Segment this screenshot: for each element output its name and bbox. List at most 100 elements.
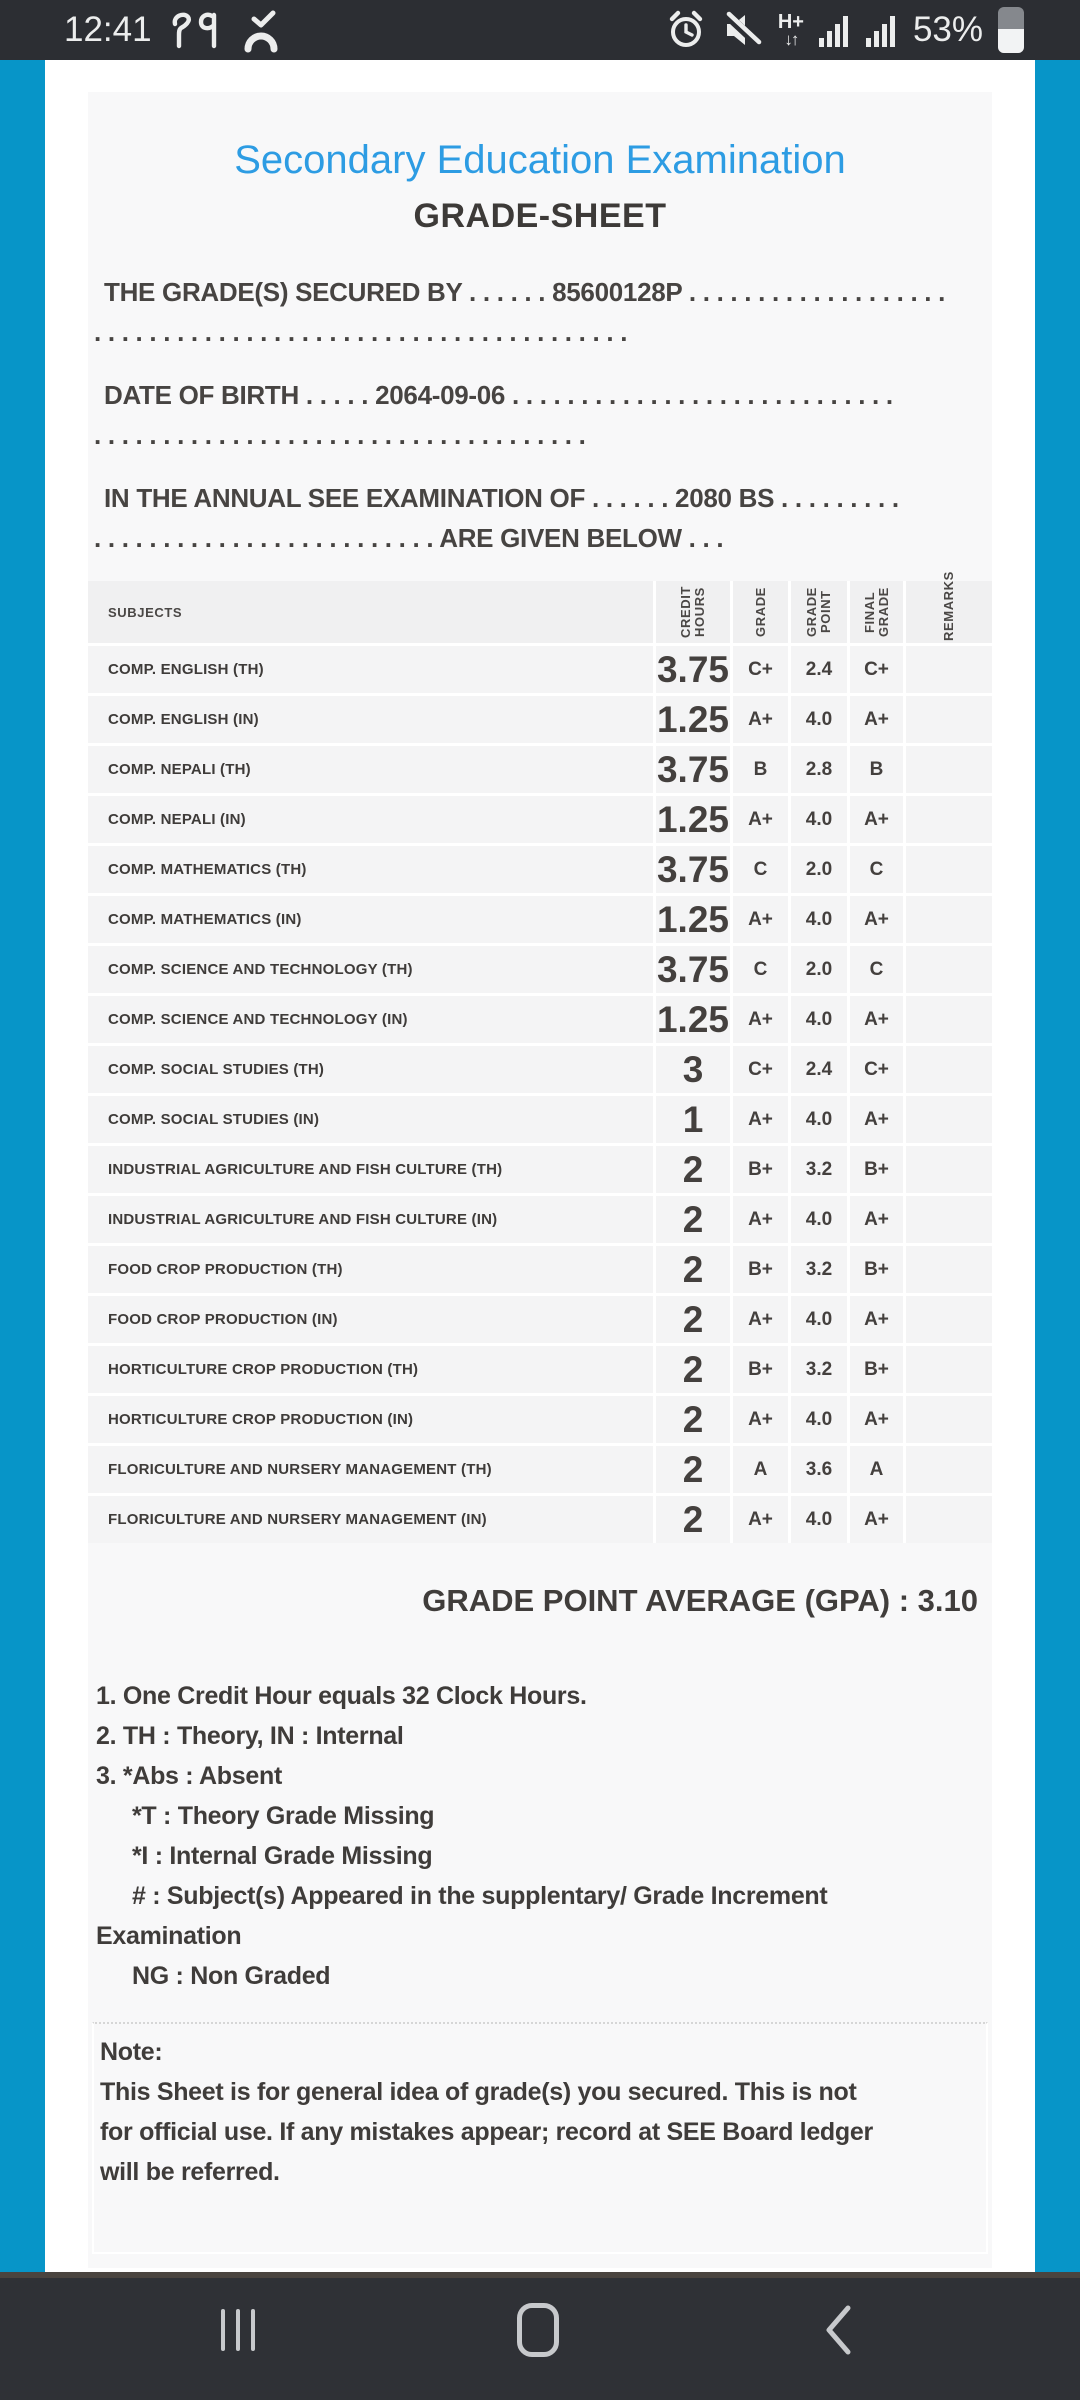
footnote-line: 1. One Credit Hour equals 32 Clock Hours… (96, 1682, 587, 1710)
sound-muted-icon (721, 10, 763, 50)
grade-point-cell: 3.2 (791, 1146, 847, 1193)
remarks-cell (906, 1046, 992, 1093)
remarks-cell (906, 946, 992, 993)
subject-cell: COMP. SOCIAL STUDIES (IN) (88, 1096, 653, 1143)
network-mode-label: H+ (777, 11, 804, 33)
final-grade-cell: A+ (850, 996, 903, 1043)
remarks-cell (906, 1196, 992, 1243)
devanagari-24-glyph (172, 12, 216, 49)
credit-hours-cell: 3 (656, 1046, 730, 1093)
col-header-grade-label: GRADE (752, 587, 768, 637)
grade-cell: A+ (733, 1196, 788, 1243)
call-notification-icon (240, 7, 282, 53)
grade-sheet-heading: GRADE-SHEET (413, 197, 667, 235)
credit-hours-cell: 3.75 (656, 746, 730, 793)
note-body: This Sheet is for general idea of grade(… (100, 2072, 980, 2192)
remarks-cell (906, 1396, 992, 1443)
final-grade-cell: A+ (850, 696, 903, 743)
subject-cell: HORTICULTURE CROP PRODUCTION (TH) (88, 1346, 653, 1393)
remarks-cell (906, 996, 992, 1043)
subject-cell: COMP. MATHEMATICS (TH) (88, 846, 653, 893)
col-header-subjects: SUBJECTS (88, 581, 653, 643)
subject-cell: COMP. SOCIAL STUDIES (TH) (88, 1046, 653, 1093)
subject-cell: FOOD CROP PRODUCTION (IN) (88, 1296, 653, 1343)
intro-line: . . . . . . . . . . . . . . . . . . . . … (94, 523, 724, 553)
footnotes-section: 1. One Credit Hour equals 32 Clock Hours… (88, 1676, 992, 1996)
subject-cell: COMP. NEPALI (IN) (88, 796, 653, 843)
subject-cell: COMP. NEPALI (TH) (88, 746, 653, 793)
final-grade-cell: C+ (850, 1046, 903, 1093)
remarks-cell (906, 1096, 992, 1143)
final-grade-cell: C (850, 846, 903, 893)
home-icon (517, 2303, 559, 2357)
remarks-cell (906, 1296, 992, 1343)
credit-hours-cell: 2 (656, 1196, 730, 1243)
final-grade-cell: A+ (850, 1196, 903, 1243)
subject-cell: INDUSTRIAL AGRICULTURE AND FISH CULTURE … (88, 1196, 653, 1243)
intro-paragraph: IN THE ANNUAL SEE EXAMINATION OF . . . .… (94, 478, 986, 558)
remarks-cell (906, 796, 992, 843)
grade-cell: A+ (733, 1096, 788, 1143)
remarks-cell (906, 1346, 992, 1393)
final-grade-cell: C+ (850, 646, 903, 693)
grade-point-cell: 2.0 (791, 846, 847, 893)
grade-point-cell: 3.6 (791, 1446, 847, 1493)
grade-cell: B+ (733, 1246, 788, 1293)
grade-cell: A+ (733, 1496, 788, 1543)
remarks-cell (906, 1446, 992, 1493)
grade-point-cell: 3.2 (791, 1346, 847, 1393)
alarm-icon (666, 9, 706, 51)
subject-cell: FOOD CROP PRODUCTION (TH) (88, 1246, 653, 1293)
credit-hours-cell: 1.25 (656, 696, 730, 743)
recents-icon (221, 2309, 255, 2351)
col-header-credit-hours: CREDIT HOURS (656, 581, 730, 643)
final-grade-cell: B (850, 746, 903, 793)
grade-point-cell: 4.0 (791, 1096, 847, 1143)
col-header-credit-hours-label: CREDIT HOURS (678, 586, 707, 638)
intro-paragraph: THE GRADE(S) SECURED BY . . . . . . 8560… (94, 272, 986, 352)
data-arrows-icon: ↓↑ (784, 30, 799, 49)
final-grade-cell: C (850, 946, 903, 993)
grade-cell: A+ (733, 796, 788, 843)
col-header-grade-point: GRADE POINT (791, 581, 847, 643)
remarks-cell (906, 896, 992, 943)
footnote-line: 2. TH : Theory, IN : Internal (96, 1722, 404, 1750)
grade-cell: B (733, 746, 788, 793)
note-section: Note: This Sheet is for general idea of … (92, 2022, 988, 2254)
footnote-line: Examination (96, 1922, 242, 1950)
battery-icon (998, 7, 1024, 53)
grade-cell: A+ (733, 1396, 788, 1443)
final-grade-cell: A+ (850, 1096, 903, 1143)
intro-paragraph: DATE OF BIRTH . . . . . 2064-09-06 . . .… (94, 375, 986, 455)
grade-cell: B+ (733, 1146, 788, 1193)
credit-hours-cell: 2 (656, 1396, 730, 1443)
subject-cell: COMP. SCIENCE AND TECHNOLOGY (IN) (88, 996, 653, 1043)
recents-button[interactable] (208, 2300, 268, 2360)
grade-cell: A+ (733, 1296, 788, 1343)
final-grade-cell: A+ (850, 1496, 903, 1543)
remarks-cell (906, 1146, 992, 1193)
footnote-line: # : Subject(s) Appeared in the supplenta… (132, 1882, 828, 1910)
grade-point-cell: 4.0 (791, 1396, 847, 1443)
signal-strength-icon-sim2 (865, 10, 898, 50)
footnote-line: 3. *Abs : Absent (96, 1762, 282, 1790)
page-title: Secondary Education Examination (234, 138, 846, 182)
grade-point-cell: 2.4 (791, 1046, 847, 1093)
col-header-remarks-label: REMARKS (941, 571, 956, 641)
col-header-remarks: REMARKS (906, 571, 992, 643)
footnote-line: *T : Theory Grade Missing (132, 1802, 435, 1830)
grade-cell: A+ (733, 696, 788, 743)
subject-cell: FLORICULTURE AND NURSERY MANAGEMENT (IN) (88, 1496, 653, 1543)
back-chevron-icon (826, 2305, 851, 2355)
back-button[interactable] (808, 2300, 868, 2360)
note-heading: Note: (100, 2038, 163, 2066)
subject-cell: HORTICULTURE CROP PRODUCTION (IN) (88, 1396, 653, 1443)
home-button[interactable] (508, 2300, 568, 2360)
intro-line: DATE OF BIRTH . . . . . 2064-09-06 . . .… (104, 380, 893, 410)
subject-cell: COMP. ENGLISH (TH) (88, 646, 653, 693)
grade-point-cell: 4.0 (791, 696, 847, 743)
signal-strength-icon-sim1 (818, 10, 851, 50)
grade-sheet-document: Secondary Education Examination GRADE-SH… (88, 92, 992, 2268)
grade-point-cell: 4.0 (791, 996, 847, 1043)
intro-line: THE GRADE(S) SECURED BY . . . . . . 8560… (104, 277, 946, 307)
